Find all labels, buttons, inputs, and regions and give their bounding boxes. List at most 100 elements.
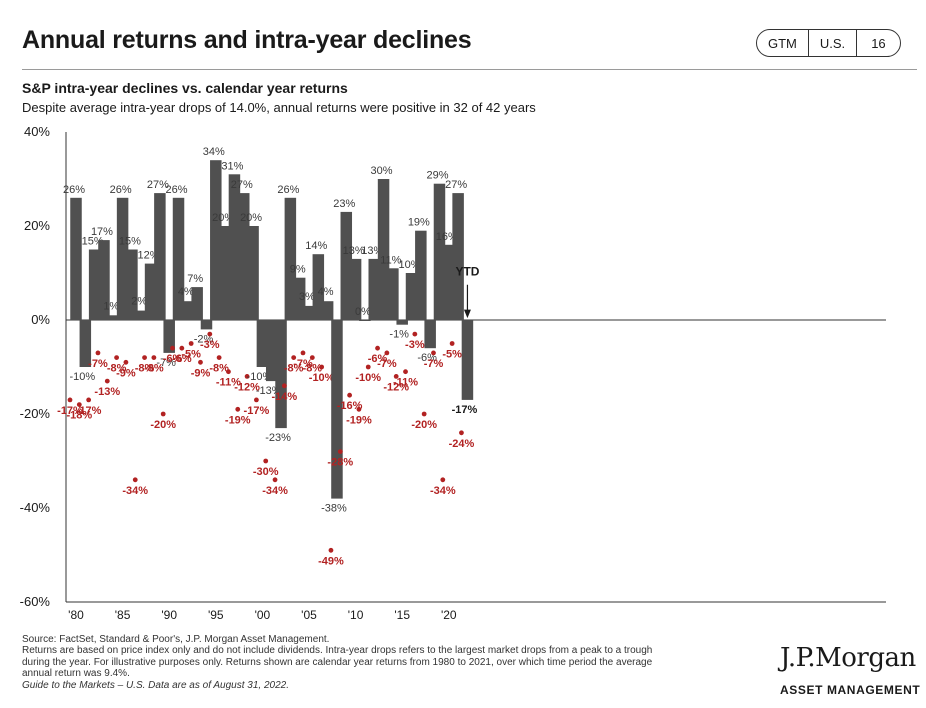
return-bar [116,197,129,320]
decline-dot [207,331,213,337]
decline-label: -7% [293,358,313,370]
return-label: 9% [290,264,306,276]
decline-label: -8% [144,363,164,375]
return-label: -23% [265,432,291,444]
return-bar [275,320,287,429]
return-bar [219,226,231,320]
x-tick-label: '20 [441,608,457,620]
decline-label: -17% [57,405,83,417]
decline-label: -16% [337,400,363,412]
x-tick-label: '00 [255,608,271,620]
decline-dot [281,383,287,389]
return-bar [387,268,399,320]
decline-label: -6% [368,353,388,365]
decline-dot [337,449,343,454]
return-bar [70,197,82,320]
return-bar [452,193,464,320]
decline-dot [412,331,418,337]
decline-label: -34% [430,485,456,497]
return-bar [443,244,455,320]
return-bar [154,193,166,320]
decline-label: -17% [244,405,270,417]
return-bar [172,197,185,320]
return-bar [107,315,120,320]
decline-dot [198,359,203,365]
decline-dot [347,392,352,398]
decline-dot [76,402,82,407]
return-label: 26% [277,184,299,196]
decline-label: -24% [449,438,475,450]
return-label: 1% [103,300,119,312]
badge-region: U.S. [809,30,858,56]
decline-dot [216,355,222,360]
return-label: 4% [178,286,194,298]
return-bar [98,240,110,320]
return-bar [182,301,194,320]
decline-dot [384,350,390,356]
decline-dot [104,378,110,384]
x-tick-label: '85 [115,608,131,620]
decline-dot [291,355,297,360]
x-tick-label: '80 [68,608,84,620]
decline-label: -34% [122,485,148,497]
disclaimer-line-1: Returns are based on price index only an… [22,645,653,657]
decline-label: -8% [209,363,229,375]
return-bar [349,258,362,320]
asset-management-label: ASSET MANAGEMENT [780,683,921,697]
return-bar [359,320,371,321]
decline-label: -10% [355,372,381,384]
return-bar [256,320,269,367]
ytd-label: YTD [455,264,479,278]
return-label: 27% [147,179,169,191]
decline-dot [440,477,446,483]
return-bar [200,320,213,330]
decline-label: -11% [393,377,418,389]
decline-label: -13% [94,386,120,398]
decline-dot [67,397,73,403]
return-bar [126,249,138,320]
return-bar [424,320,436,349]
return-bar [433,183,446,320]
y-tick-label: 40% [24,124,50,139]
return-bar [88,249,101,320]
decline-dot [179,345,185,351]
x-tick-label: '95 [208,608,224,620]
return-label: 19% [408,217,430,229]
decline-dot [142,355,147,360]
return-label: 4% [318,286,334,298]
source-note: Source: FactSet, Standard & Poor's, J.P.… [22,634,330,645]
return-label: 3% [299,291,315,303]
ytd-arrow-head [463,309,471,319]
return-bar [293,277,306,320]
return-label: 26% [110,184,132,196]
decline-dot [272,477,278,483]
decline-dot [170,345,175,351]
return-bar [405,273,418,320]
decline-dot [403,369,408,375]
return-bar [368,258,380,320]
return-label: 26% [166,184,188,196]
return-bar [144,263,157,320]
decline-label: -30% [253,466,279,478]
decline-dot [421,411,427,417]
decline-dot [300,350,306,356]
decline-dot [449,341,455,346]
decline-dot [431,350,436,356]
decline-dot [114,355,119,360]
decline-dot [254,397,259,403]
decline-dot [375,345,380,351]
return-label: 13% [343,245,365,257]
decline-label: -5% [442,349,462,361]
decline-label: -5% [181,349,201,361]
return-bar [415,230,427,320]
decline-label: -34% [262,485,288,497]
decline-label: -7% [377,358,397,370]
decline-label: -3% [405,339,425,351]
return-bar [163,320,175,353]
return-label: -10% [69,371,95,383]
guide-note: Guide to the Markets – U.S. Data are as … [22,679,290,691]
return-bar [284,197,297,320]
y-tick-label: -20% [20,406,51,421]
y-tick-label: -60% [20,594,51,609]
decline-dot [365,364,371,370]
